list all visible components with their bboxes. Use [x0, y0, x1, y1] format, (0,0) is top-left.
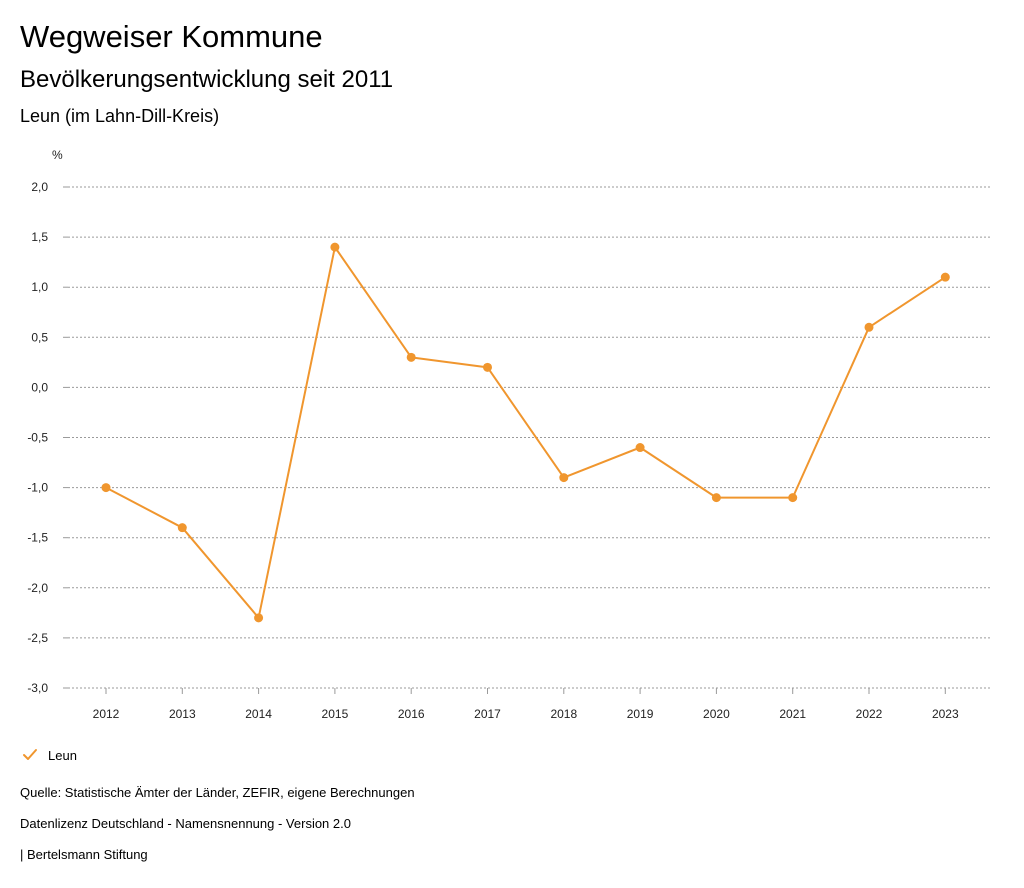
series-line	[105, 246, 946, 619]
x-tick-label: 2018	[550, 707, 577, 721]
data-point	[254, 613, 264, 623]
x-tick-label: 2017	[474, 707, 501, 721]
y-axis: % 2,0 1,5 1,0 0,5 0,0 -0,5 -1,0 -1,5 -2,0 -2,5 -3,0	[27, 148, 68, 695]
y-tick-label: -1,5	[27, 531, 48, 545]
line-chart: % 2,0 1,5 1,0 0,5 0,0 -0,5 -1,0 -1,5 -2,0 -2,5 -3,0…	[27, 148, 990, 721]
legend[interactable]: Leun	[20, 744, 77, 766]
data-point	[177, 523, 187, 533]
data-point	[711, 493, 721, 503]
data-point	[940, 272, 950, 282]
x-tick-label: 2021	[779, 707, 806, 721]
y-tick-label: 0,0	[31, 380, 48, 394]
y-tick-label: -3,0	[27, 681, 48, 695]
y-axis-unit-label: %	[52, 148, 63, 162]
x-tick-label: 2020	[703, 707, 730, 721]
x-tick-label: 2022	[856, 707, 883, 721]
publisher-note: | Bertelsmann Stiftung	[20, 847, 148, 862]
grid	[68, 186, 990, 689]
data-point	[635, 443, 645, 453]
y-tick-label: -2,0	[27, 581, 48, 595]
x-tick-label: 2015	[322, 707, 349, 721]
x-tick-label: 2013	[169, 707, 196, 721]
data-point	[559, 473, 569, 483]
y-tick-label: 0,5	[31, 330, 48, 344]
y-tick-label: -1,0	[27, 481, 48, 495]
series-leun	[101, 242, 950, 623]
source-note: Quelle: Statistische Ämter der Länder, Z…	[20, 785, 415, 800]
data-point	[101, 483, 111, 493]
data-point	[864, 322, 874, 332]
license-note: Datenlizenz Deutschland - Namensnennung …	[20, 816, 351, 831]
y-tick-label: -2,5	[27, 631, 48, 645]
x-axis: 2012 2013 2014 2015 2016 2017 2018 2019 2020 2021…	[93, 688, 959, 721]
data-point	[406, 352, 416, 362]
y-tick-label: 1,5	[31, 230, 48, 244]
legend-label: Leun	[48, 747, 77, 763]
y-tick-label: 1,0	[31, 280, 48, 294]
x-tick-label: 2016	[398, 707, 425, 721]
y-tick-label: -0,5	[27, 431, 48, 445]
x-tick-label: 2023	[932, 707, 959, 721]
check-icon	[23, 749, 37, 760]
x-tick-label: 2014	[245, 707, 272, 721]
x-tick-label: 2012	[93, 707, 120, 721]
y-tick-label: 2,0	[31, 180, 48, 194]
data-point	[788, 493, 798, 503]
x-tick-label: 2019	[627, 707, 654, 721]
region-label: Leun (im Lahn-Dill-Kreis)	[20, 106, 220, 126]
data-point	[330, 242, 340, 252]
chart-subtitle: Bevölkerungsentwicklung seit 2011	[20, 66, 394, 93]
chart-title: Wegweiser Kommune	[20, 19, 323, 54]
data-point	[483, 362, 492, 372]
